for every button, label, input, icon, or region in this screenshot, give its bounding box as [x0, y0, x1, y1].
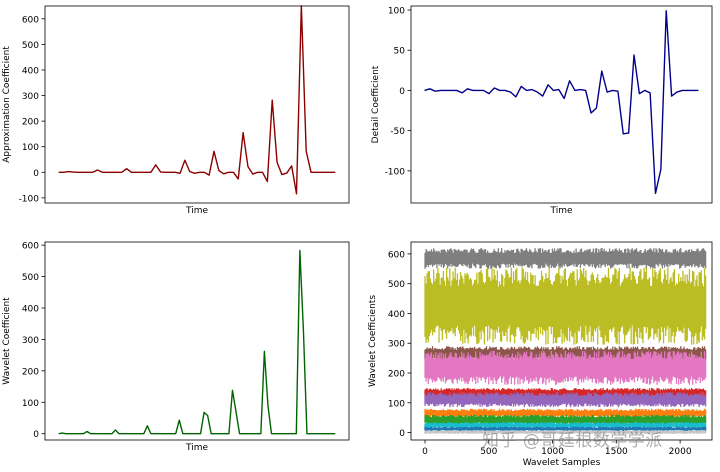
- detail-axes: -100 -50 0 50 100 Time Detail Coefficient: [371, 5, 713, 216]
- wavelet-ytick-label: 100: [22, 399, 39, 409]
- samples-ylabel: Wavelet Coefficients: [368, 295, 378, 387]
- wavelet-xlabel: Time: [185, 443, 208, 453]
- samples-ytick-label: 400: [388, 310, 405, 320]
- samples-xtick-label: 1000: [541, 447, 564, 457]
- samples-band-0: [424, 247, 707, 269]
- samples-band-5: [424, 392, 707, 408]
- samples-band-8: [424, 422, 707, 429]
- samples-xtick-label: 1500: [605, 447, 628, 457]
- wavelet-ytick-label: 500: [22, 273, 39, 283]
- detail-xlabel: Time: [549, 206, 572, 216]
- detail-ytick-label: 100: [388, 7, 405, 17]
- approx-ylabel: Approximation Coefficient: [2, 46, 12, 163]
- detail-ytick-label: -100: [385, 167, 406, 177]
- watermark: 知乎 @哥廷根数学学派: [482, 431, 663, 451]
- samples-band-3: [424, 350, 707, 385]
- samples-ytick-label: 300: [388, 340, 405, 350]
- samples-bands: [424, 247, 707, 435]
- samples-band-9: [424, 426, 707, 432]
- wavelet-ytick-label: 400: [22, 305, 39, 315]
- approx-ytick-label: 0: [33, 169, 39, 179]
- samples-ytick-label: 100: [388, 399, 405, 409]
- approx-series-line: [58, 5, 336, 195]
- samples-band-4: [424, 387, 707, 399]
- samples-band-10: [424, 430, 707, 435]
- samples-ytick-label: 600: [388, 250, 405, 260]
- detail-ylabel: Detail Coefficient: [371, 65, 381, 143]
- samples-ytick-label: 500: [388, 280, 405, 290]
- detail-ytick-label: -50: [390, 127, 405, 137]
- wavelet-frame: [44, 241, 350, 441]
- approx-frame: [44, 5, 350, 204]
- approx-ytick-label: -100: [19, 194, 40, 204]
- samples-frame: [410, 241, 713, 441]
- approx-ytick-label: 100: [22, 143, 39, 153]
- samples-ytick-label: 200: [388, 370, 405, 380]
- samples-xlabel: Wavelet Samples: [523, 458, 601, 468]
- detail-ytick-label: 50: [394, 47, 406, 57]
- approx-ytick-label: 500: [22, 41, 39, 51]
- approx-ytick-label: 300: [22, 92, 39, 102]
- detail-series-line: [424, 10, 699, 195]
- approx-ytick-label: 200: [22, 118, 39, 128]
- wavelet-axes: 0 100 200 300 400 500 600 Time Wavelet Coefficie…: [2, 241, 350, 453]
- samples-ytick-label: 0: [399, 429, 405, 439]
- wavelet-ytick-label: 0: [33, 430, 39, 440]
- detail-ytick-label: 0: [399, 87, 405, 97]
- samples-xtick-label: 0: [422, 447, 428, 457]
- approx-xlabel: Time: [185, 206, 208, 216]
- samples-band-6: [424, 408, 707, 418]
- samples-xtick-label: 2000: [669, 447, 692, 457]
- samples-band-7: [424, 414, 707, 426]
- approx-ytick-label: 400: [22, 66, 39, 76]
- wavelet-series-line: [58, 249, 336, 435]
- wavelet-ytick-label: 600: [22, 242, 39, 252]
- approx-ytick-label: 600: [22, 15, 39, 25]
- approx-axes: -100 0 100 200 300 400 500 600 Time Approximation…: [2, 5, 350, 216]
- wavelet-ytick-label: 300: [22, 336, 39, 346]
- wavelet-ytick-label: 200: [22, 367, 39, 377]
- detail-frame: [410, 5, 713, 204]
- samples-band-1: [424, 267, 707, 345]
- wavelet-ylabel: Wavelet Coefficient: [2, 297, 12, 385]
- samples-axes: 0 100 200 300 400 500 600 0 500 1000 1500 2000 Wavel…: [368, 241, 713, 468]
- samples-xtick-label: 500: [480, 447, 497, 457]
